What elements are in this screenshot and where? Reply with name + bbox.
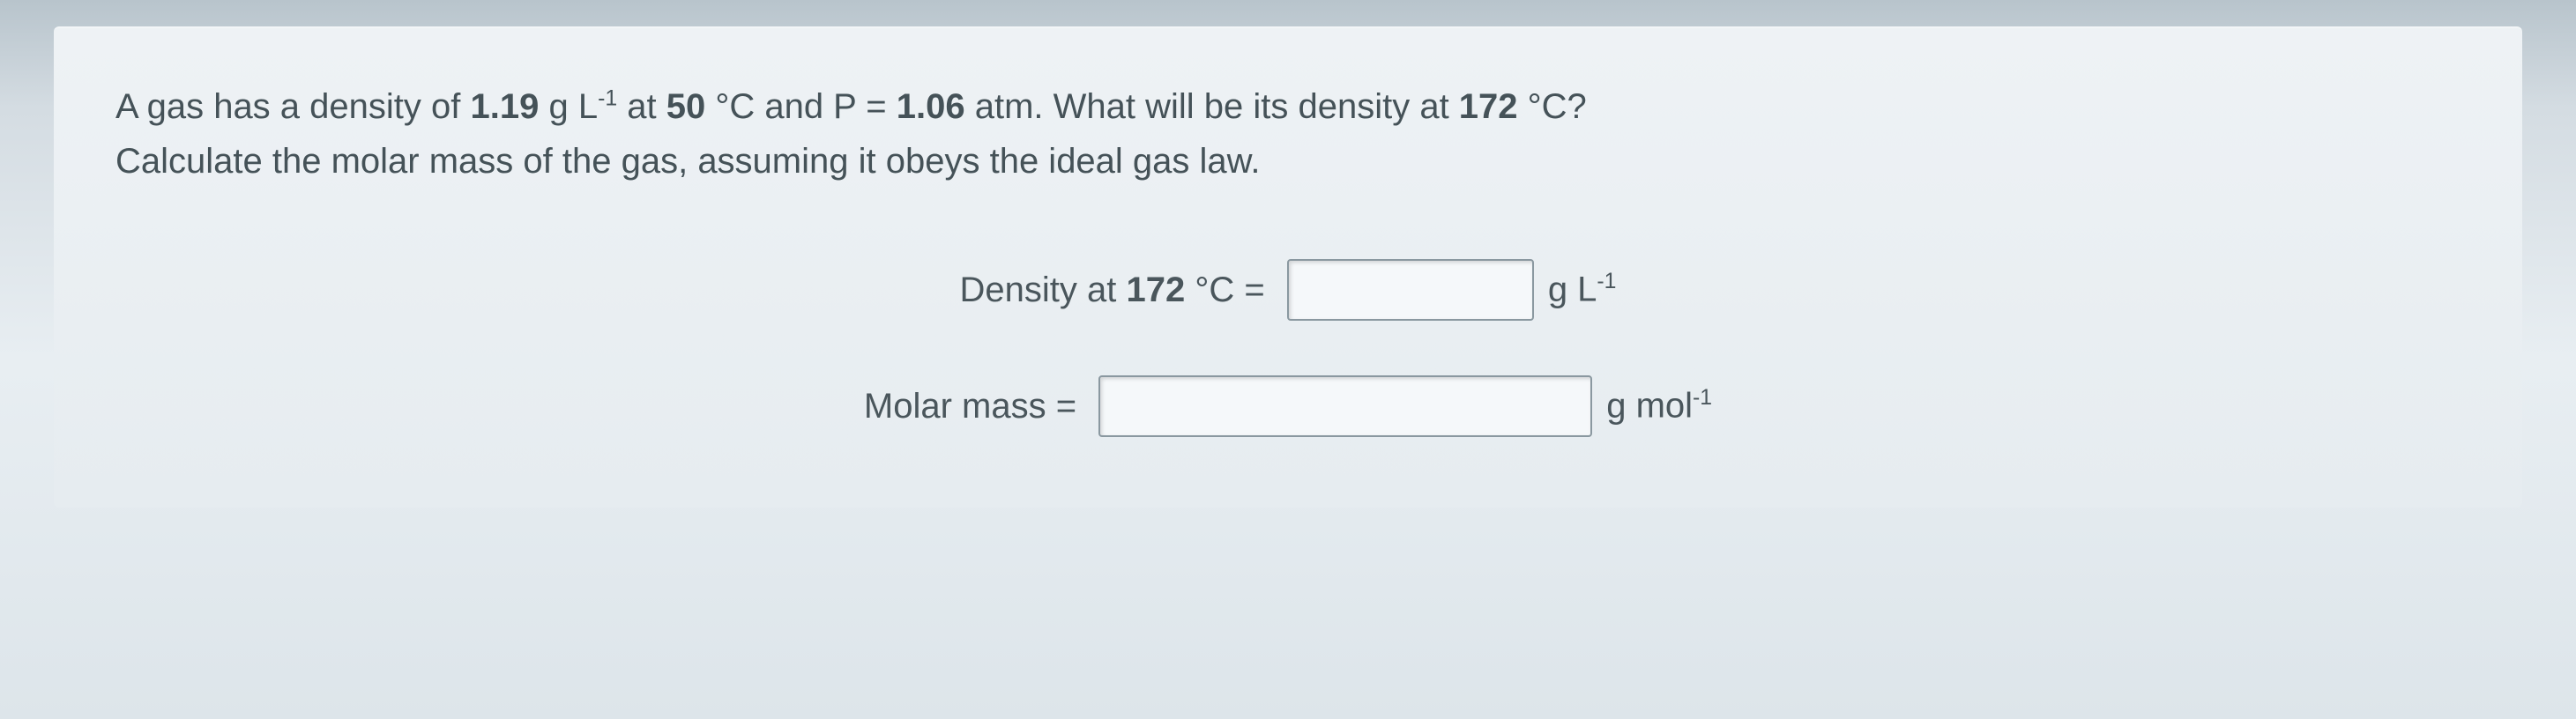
temp1-value: 50 [666,87,706,126]
text-fragment: °C and P = [705,87,897,126]
molar-input[interactable] [1098,375,1592,437]
molar-answer-row: Molar mass = g mol-1 [864,375,1712,437]
text-fragment: °C? [1518,87,1587,126]
density-unit: g L-1 [1546,270,1617,309]
density-label: Density at 172 °C = [960,271,1275,310]
density-value: 1.19 [470,87,539,126]
unit-superscript: -1 [1597,270,1616,293]
text-fragment: Density at [960,271,1127,309]
density-answer-row: Density at 172 °C = g L-1 [960,259,1617,321]
temp2-value: 172 [1459,87,1518,126]
text-fragment: °C = [1185,271,1275,309]
density-label-temp: 172 [1126,271,1185,309]
molar-label: Molar mass = [864,387,1086,426]
text-fragment: atm. What will be its density at [965,87,1459,126]
text-fragment: at [617,87,666,126]
text-fragment: g L [539,87,598,126]
answers-block: Density at 172 °C = g L-1 Molar mass = g… [115,259,2461,437]
question-panel: A gas has a density of 1.19 g L-1 at 50 … [54,26,2522,508]
question-text: A gas has a density of 1.19 g L-1 at 50 … [115,79,2461,189]
text-fragment: g L [1548,271,1597,309]
text-fragment: A gas has a density of [115,87,470,126]
question-line2: Calculate the molar mass of the gas, ass… [115,142,1260,181]
density-input[interactable] [1287,259,1534,321]
molar-unit: g mol-1 [1604,386,1712,426]
text-fragment: g mol [1606,387,1693,426]
unit-superscript: -1 [598,87,617,111]
pressure-value: 1.06 [897,87,965,126]
unit-superscript: -1 [1693,386,1712,410]
